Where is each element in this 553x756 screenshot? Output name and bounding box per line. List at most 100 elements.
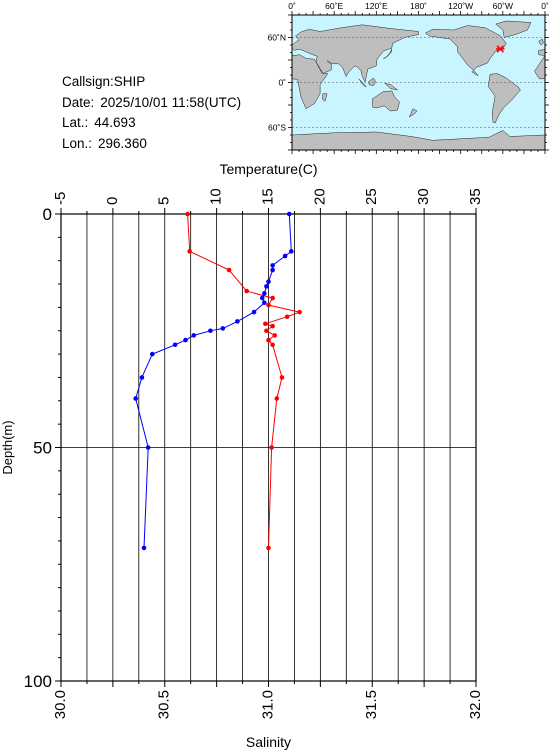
depth-tick-label: 100 — [24, 672, 52, 691]
map-lon-label: 180˚ — [410, 1, 427, 11]
salinity-data-point — [262, 291, 267, 296]
salinity-data-point — [235, 319, 240, 324]
land-south-america — [487, 73, 521, 124]
land-north-america — [425, 25, 507, 77]
temperature-data-point — [266, 302, 271, 308]
salinity-data-point — [220, 326, 226, 331]
map-lon-label: 60˚W — [493, 1, 513, 11]
land-australia — [371, 90, 400, 112]
land-sumatra — [358, 78, 367, 88]
land-greenland — [495, 20, 532, 38]
temperature-data-point — [264, 328, 269, 334]
date-value: 2025/10/01 11:58(UTC) — [100, 94, 242, 110]
temperature-tick-label: 30 — [415, 188, 432, 205]
salinity-tick-label: 30.5 — [156, 690, 173, 719]
map-lat-label: 60˚S — [268, 123, 286, 133]
salinity-data-point — [150, 351, 155, 357]
salinity-data-point — [183, 337, 188, 343]
map-lon-label: 0˚ — [288, 1, 296, 11]
temperature-data-point — [272, 333, 278, 338]
land-madagascar — [321, 93, 328, 102]
land-iberia — [538, 49, 546, 56]
temperature-tick-label: 25 — [363, 188, 380, 205]
lat-label: Lat.: — [62, 115, 89, 130]
map-lon-label: 0˚ — [541, 1, 549, 11]
land-eurasia — [291, 24, 419, 83]
map-lat-label: 0˚ — [278, 78, 286, 88]
salinity-data-point — [286, 211, 292, 217]
callsign-row: Callsign:SHIP — [62, 72, 241, 93]
salinity-data-point — [270, 263, 275, 268]
temperature-tick-label: 35 — [467, 188, 484, 205]
lat-value: 44.693 — [94, 115, 136, 130]
temperature-tick-label: -5 — [52, 192, 69, 205]
date-row: Date: 2025/10/01 11:58(UTC) — [62, 93, 241, 114]
salinity-data-point — [191, 333, 197, 338]
temperature-data-point — [187, 249, 192, 254]
temperature-tick-label: 20 — [311, 188, 328, 205]
salinity-data-point — [251, 309, 257, 315]
temperature-data-point — [284, 314, 290, 320]
temperature-axis-label: Temperature(C) — [219, 161, 317, 177]
temperature-data-point — [269, 445, 274, 450]
world-map: 0˚ 60˚E 120˚E 180˚ 120˚W 60˚W 0˚ 60˚N 0˚ 60˚S — [268, 1, 549, 154]
depth-tick-label: 0 — [43, 205, 52, 224]
salinity-data-point — [145, 445, 151, 450]
temperature-data-point — [297, 309, 302, 315]
salinity-data-point — [266, 279, 271, 285]
lon-label: Lon.: — [62, 135, 93, 151]
lon-row: Lon.: 296.360 — [62, 134, 241, 155]
salinity-tick-label: 31.0 — [259, 690, 276, 719]
map-lon-label: 60˚E — [325, 1, 343, 11]
salinity-data-point — [133, 396, 138, 401]
salinity-data-point — [172, 342, 178, 348]
temperature-data-point — [263, 321, 268, 327]
salinity-data-point — [270, 267, 275, 273]
location-map: 0˚ 60˚E 120˚E 180˚ 120˚W 60˚W 0˚ 60˚N 0˚ 60˚S — [0, 0, 553, 160]
temperature-profile-line — [187, 213, 302, 548]
temperature-tick-label: 5 — [156, 197, 173, 205]
temperature-data-point — [226, 267, 232, 273]
salinity-tick-label: 32.0 — [467, 690, 484, 719]
profile-chart: -5 0 5 10 15 20 25 30 35 Temperature(C) 30.0 30.5 31… — [0, 150, 553, 751]
salinity-data-point — [282, 253, 288, 259]
temperature-data-point — [270, 342, 275, 348]
depth-tick-label: 50 — [33, 439, 52, 458]
temperature-data-point — [270, 323, 275, 329]
salinity-data-point — [289, 249, 294, 254]
temperature-data-point — [279, 375, 285, 380]
land-africa — [291, 54, 329, 110]
salinity-data-point — [259, 295, 265, 301]
land-british-isles — [538, 38, 544, 46]
salinity-profile-line — [135, 213, 292, 548]
temperature-tick-label: 0 — [104, 197, 121, 205]
salinity-tick-label: 31.5 — [363, 690, 380, 719]
station-info: Callsign:SHIP Date: 2025/10/01 11:58(UTC)… — [62, 72, 241, 154]
callsign-value: SHIP — [113, 74, 146, 89]
temperature-data-point — [266, 545, 271, 551]
date-label: Date: — [62, 94, 95, 110]
temperature-data-point — [274, 396, 280, 401]
salinity-axis-label: Salinity — [246, 734, 291, 750]
temperature-data-point — [266, 337, 271, 343]
lat-row: Lat.: 44.693 — [62, 113, 241, 134]
land-new-zealand — [408, 108, 418, 118]
temperature-tick-label: 15 — [259, 188, 276, 205]
salinity-data-point — [208, 328, 213, 334]
salinity-data-point — [141, 545, 147, 551]
salinity-data-point — [264, 284, 269, 289]
salinity-data-point — [139, 375, 145, 380]
callsign-label: Callsign: — [62, 74, 114, 89]
temperature-tick-label: 10 — [208, 188, 225, 205]
map-lon-label: 120˚E — [365, 1, 388, 11]
land-borneo — [368, 77, 376, 86]
temperature-data-point — [270, 295, 275, 301]
map-lat-label: 60˚N — [268, 33, 286, 43]
temperature-data-point — [244, 288, 250, 294]
salinity-data-point — [262, 300, 267, 306]
map-lon-label: 120˚W — [448, 1, 473, 11]
land-new-guinea — [383, 82, 398, 91]
salinity-tick-label: 30.0 — [52, 690, 69, 719]
station-marker — [496, 45, 505, 53]
